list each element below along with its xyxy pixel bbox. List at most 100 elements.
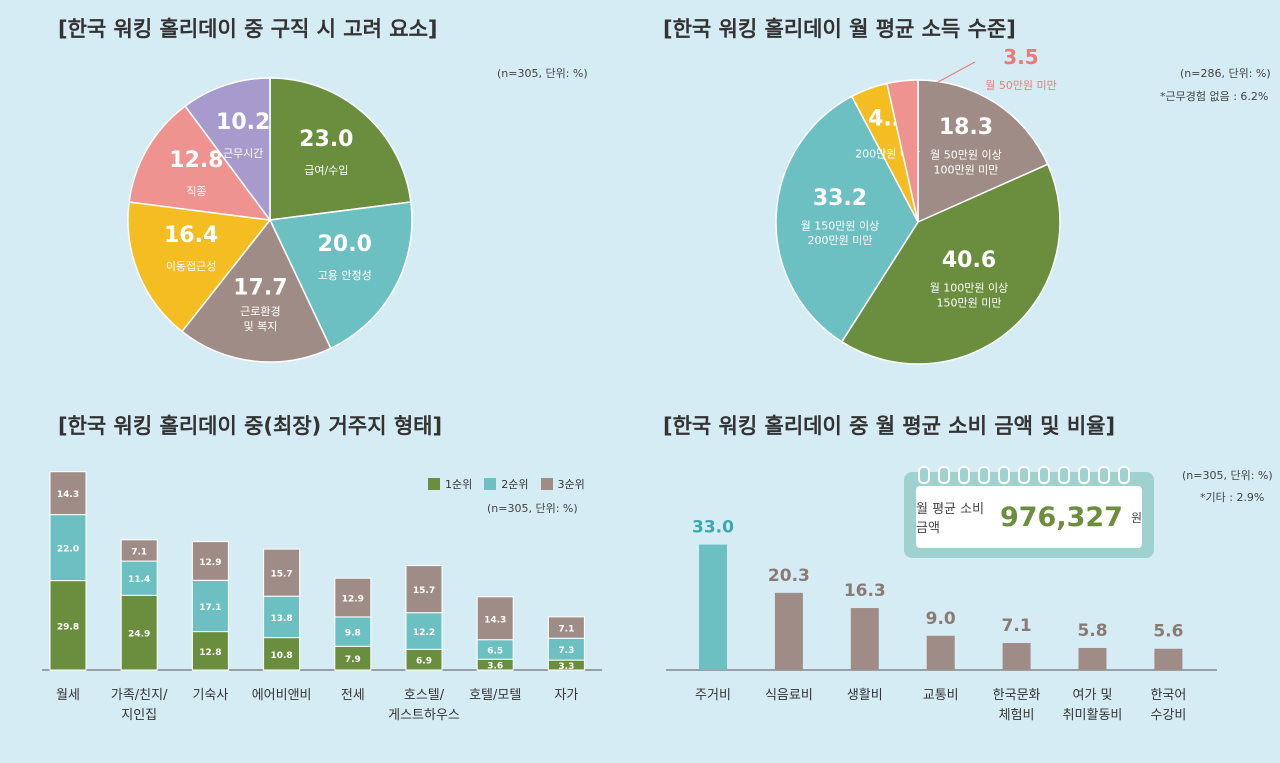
category-label: 전세 [340,688,365,703]
legend-item: 1순위 [428,476,472,492]
slice-value: 17.7 [233,276,287,301]
category-label: 호스텔/ 게스트하우스 [388,688,460,723]
bar-value: 14.3 [57,490,79,500]
ring-icon [918,466,930,484]
bar-segment [191,631,229,671]
slice-label: 고용 안정성 [318,269,372,282]
ring-icon [998,466,1010,484]
bar1-note: (n=305, 단위: %) [487,502,578,515]
leader-line [937,61,976,83]
callout-label: 월 평균 소비금액 [916,502,985,536]
slice-value: 33.2 [813,186,867,211]
pie-slice [128,105,272,221]
pie-slice [840,163,1061,365]
bar-segment [191,541,229,581]
bar-value: 22.0 [57,545,79,555]
bar2-note2: *기타 : 2.9% [1200,491,1265,504]
slice-value: 3.5 [1003,45,1038,69]
slice-label: 근무시간 [223,147,263,160]
category-label: 가족/친지/ 지인집 [110,688,168,723]
bar-value: 10.8 [270,651,292,661]
bar-value: 12.8 [199,648,221,658]
bar-segment [263,548,301,597]
slice-label: 근로환경 및 복지 [240,305,280,333]
bar-value: 33.0 [692,518,734,538]
bar-value: 16.3 [844,581,886,601]
pie2-note2: *근무경험 없음 : 6.2% [1160,90,1269,103]
pie-slice [269,77,412,221]
ring-icon [1118,466,1130,484]
bar-segment [49,471,87,516]
ring-icon [978,466,990,484]
bar-value: 6.9 [416,657,432,667]
slice-label: 월 150만원 이상 200만원 미만 [801,219,880,247]
bar-segment [547,616,585,639]
legend-item: 3순위 [540,476,585,492]
pie2-note: (n=286, 단위: %) [1180,67,1271,80]
pie-slice [180,218,332,363]
slice-label: 월 50만원 미만 [985,79,1057,92]
category-label: 여가 및 취미활동비 [1062,688,1123,723]
bar-value: 6.5 [487,646,503,656]
bar-segment [49,580,87,671]
legend-label: 3순위 [557,478,585,491]
bar-value: 3.6 [487,662,503,672]
bar-value: 9.0 [926,609,956,629]
category-label: 교통비 [922,688,959,703]
bar-value: 7.1 [558,625,574,635]
ring-icon [1058,466,1070,484]
category-label: 한국어 수강비 [1150,688,1187,723]
bar-segment [49,514,87,582]
callout-body: 월 평균 소비금액 976,327 원 [916,486,1142,548]
bar-value: 7.3 [558,646,574,656]
pie-slice [917,79,1049,224]
bar-segment [405,565,443,614]
bar [699,544,727,670]
bar-segment [334,577,372,618]
bar-value: 9.8 [345,629,361,639]
category-label: 호텔/모텔 [469,688,522,703]
legend-item: 2순위 [484,476,529,492]
slice-value: 20.0 [318,232,372,257]
category-label: 월세 [56,688,80,703]
bar [1078,647,1107,670]
legend-label: 2순위 [501,478,529,491]
bar-value: 29.8 [57,622,79,632]
pie-slice [127,201,272,333]
slice-value: 40.6 [942,248,996,273]
legend-swatch [484,478,497,490]
bar-value: 11.4 [128,575,150,585]
bar-segment [120,594,158,671]
bar-segment [334,616,372,647]
slice-label: 월 50만원 이상 100만원 미만 [930,149,1002,177]
bar [1002,643,1031,670]
ring-icon [1018,466,1030,484]
category-label: 기숙사 [192,688,229,703]
category-label: 식음료비 [764,688,813,703]
bar-segment [405,612,443,650]
bar-value: 3.3 [558,662,574,672]
slice-label: 급여/수입 [304,164,348,177]
ring-icon [1038,466,1050,484]
bar2-title: [한국 워킹 홀리데이 중 월 평균 소비 금액 및 비율] [663,414,1116,438]
pie2-title: [한국 워킹 홀리데이 월 평균 소득 수준] [663,17,1016,41]
pie-slice [775,95,919,343]
slice-value: 10.2 [216,110,270,135]
legend-swatch [428,478,440,490]
slice-label: 이동접근성 [166,260,217,273]
pie-slice [886,79,919,223]
ring-icon [958,466,970,484]
ring-icon [1078,466,1090,484]
bar-value: 12.9 [199,558,221,568]
bar-value: 12.2 [413,628,435,638]
bar-segment [120,539,158,562]
bar-value: 24.9 [128,630,150,640]
pie1-note: (n=305, 단위: %) [497,67,588,80]
bar-value: 14.3 [484,615,506,625]
bar-value: 5.8 [1077,621,1107,641]
bar-value: 17.1 [199,603,221,613]
ring-icon [938,466,950,484]
bar-value: 5.6 [1153,622,1183,642]
